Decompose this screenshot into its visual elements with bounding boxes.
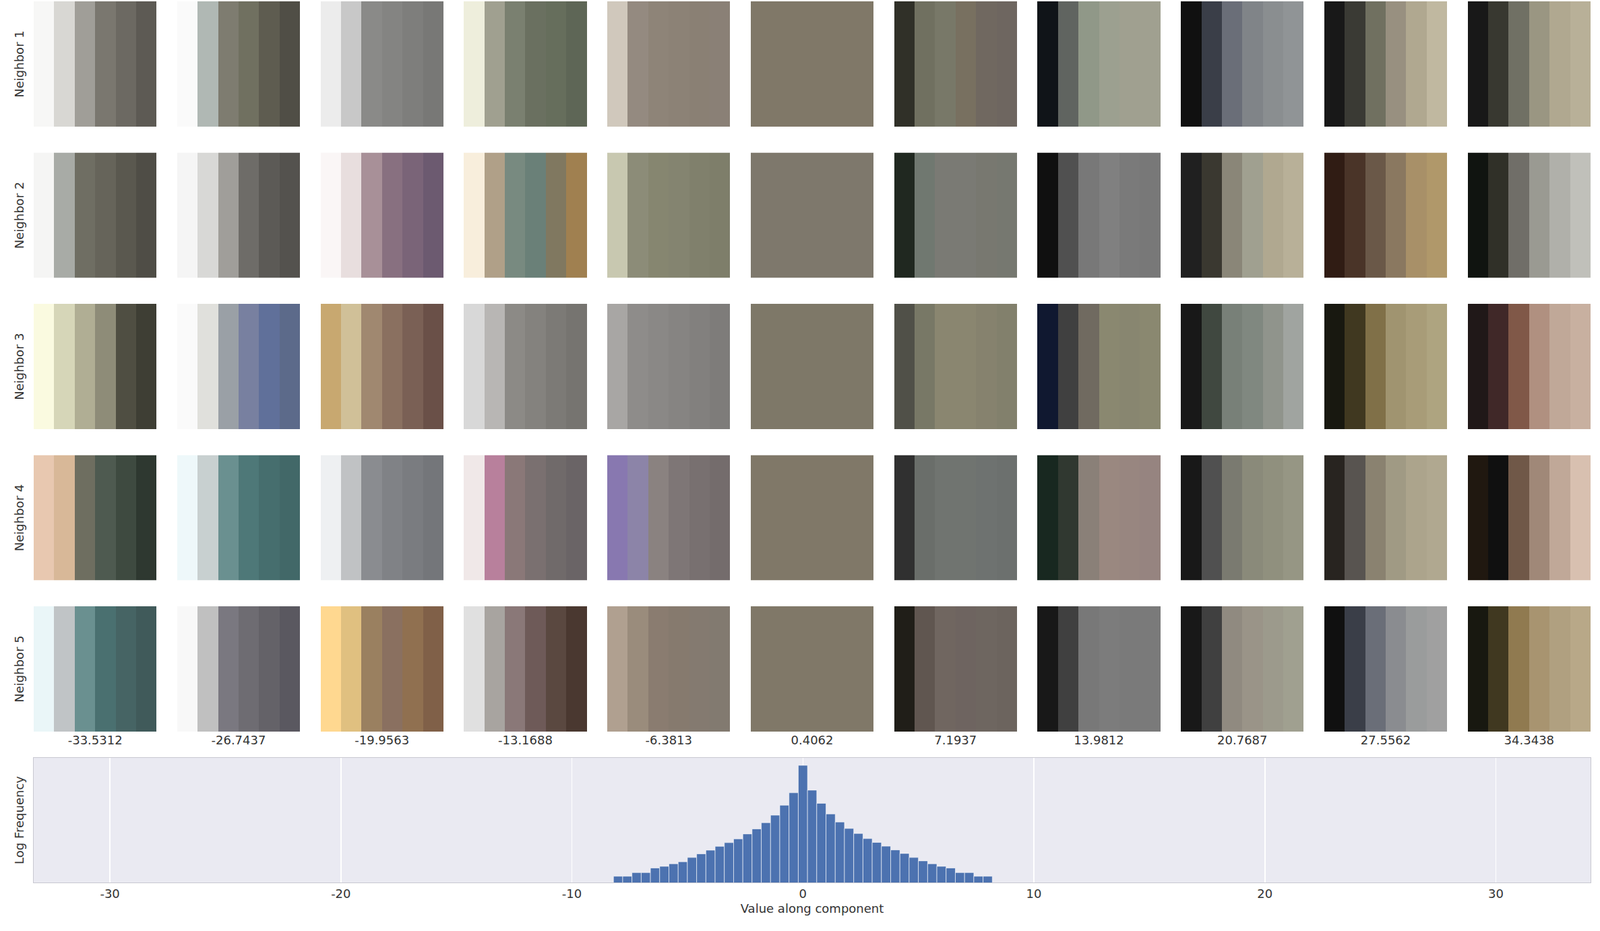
svg-text:Neighbor 1: Neighbor 1 [12,30,27,98]
svg-text:Value along component: Value along component [740,901,885,916]
svg-text:-30: -30 [99,886,120,902]
svg-text:Neighbor 4: Neighbor 4 [12,484,27,552]
svg-text:Neighbor 5: Neighbor 5 [12,635,27,703]
svg-text:10: 10 [1026,886,1042,902]
svg-text:30: 30 [1488,886,1504,902]
svg-text:-33.5312: -33.5312 [68,733,123,748]
svg-text:20: 20 [1256,886,1273,902]
svg-text:Log Frequency: Log Frequency [12,776,27,865]
svg-text:13.9812: 13.9812 [1073,733,1124,748]
svg-text:Neighbor 2: Neighbor 2 [12,181,27,249]
svg-text:0: 0 [799,886,807,902]
svg-text:-26.7437: -26.7437 [210,733,266,748]
svg-text:-20: -20 [330,886,351,902]
svg-text:0.4062: 0.4062 [791,733,834,748]
svg-text:Neighbor 3: Neighbor 3 [12,332,27,400]
svg-text:27.5562: 27.5562 [1360,733,1411,748]
svg-text:7.1937: 7.1937 [934,733,977,748]
svg-text:34.3438: 34.3438 [1504,733,1555,748]
svg-text:-10: -10 [562,886,582,902]
svg-text:-13.1688: -13.1688 [498,733,553,748]
svg-text:20.7687: 20.7687 [1217,733,1268,748]
svg-text:-6.3813: -6.3813 [644,733,692,748]
svg-text:-19.9563: -19.9563 [354,733,410,748]
